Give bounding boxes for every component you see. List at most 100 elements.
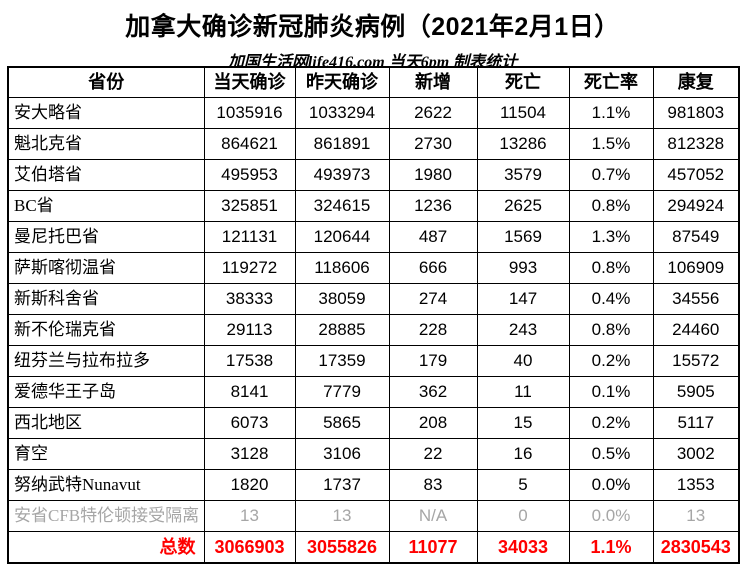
cell-province: 西北地区 (7, 407, 205, 439)
cell-value: 493973 (294, 159, 390, 191)
table-row: 安省CFB特伦顿接受隔离 13 13 N/A 0 0.0% 13 (7, 500, 740, 532)
table-row: 曼尼托巴省 121131 120644 487 1569 1.3% 87549 (7, 221, 740, 253)
table-row: 萨斯喀彻温省 119272 118606 666 993 0.8% 106909 (7, 252, 740, 284)
table-row: BC省 325851 324615 1236 2625 0.8% 294924 (7, 190, 740, 222)
cell-value: 5 (476, 469, 570, 501)
cell-value: 5905 (652, 376, 740, 408)
cell-value: 11077 (388, 531, 478, 564)
cell-value: 0.4% (568, 283, 654, 315)
cell-province: 新不伦瑞克省 (7, 314, 205, 346)
cell-value: 0.8% (568, 252, 654, 284)
cell-value: 3002 (652, 438, 740, 470)
cell-value: 0 (476, 500, 570, 532)
cell-value: 3066903 (203, 531, 296, 564)
cell-value: 3055826 (294, 531, 390, 564)
cell-province: 魁北克省 (7, 128, 205, 160)
cell-province: 安大略省 (7, 97, 205, 129)
cell-value: 1.1% (568, 97, 654, 129)
header-cell-6: 康复 (652, 66, 740, 98)
cell-value: 487 (388, 221, 478, 253)
cell-value: 0.2% (568, 407, 654, 439)
cell-value: 1.1% (568, 531, 654, 564)
cell-value: 294924 (652, 190, 740, 222)
cell-value: 0.0% (568, 500, 654, 532)
cell-value: 179 (388, 345, 478, 377)
header-cell-3: 新增 (388, 66, 478, 98)
cell-value: 0.0% (568, 469, 654, 501)
cell-province: 曼尼托巴省 (7, 221, 205, 253)
header-cell-1: 当天确诊 (203, 66, 296, 98)
cell-value: 243 (476, 314, 570, 346)
table-row-total: 总数 3066903 3055826 11077 34033 1.1% 2830543 (7, 531, 740, 564)
cell-value: 6073 (203, 407, 296, 439)
cell-value: 38059 (294, 283, 390, 315)
table-body: 安大略省 1035916 1033294 2622 11504 1.1% 981803 魁北克… (7, 97, 740, 564)
table-row: 爱德华王子岛 8141 7779 362 11 0.1% 5905 (7, 376, 740, 408)
page-title: 加拿大确诊新冠肺炎病例（2021年2月1日） (125, 13, 620, 41)
cell-value: 13 (652, 500, 740, 532)
table-row: 新不伦瑞克省 29113 28885 228 243 0.8% 24460 (7, 314, 740, 346)
cell-value: 274 (388, 283, 478, 315)
cell-value: 1353 (652, 469, 740, 501)
cell-province: 新斯科舍省 (7, 283, 205, 315)
cell-value: 119272 (203, 252, 296, 284)
cell-value: 13 (203, 500, 296, 532)
cell-value: 228 (388, 314, 478, 346)
cell-value: 147 (476, 283, 570, 315)
cell-value: 15572 (652, 345, 740, 377)
cell-value: 981803 (652, 97, 740, 129)
cell-province: BC省 (7, 190, 205, 222)
header-cell-5: 死亡率 (568, 66, 654, 98)
cell-value: 0.5% (568, 438, 654, 470)
cell-value: 3579 (476, 159, 570, 191)
cell-province: 爱德华王子岛 (7, 376, 205, 408)
cell-value: 2622 (388, 97, 478, 129)
cell-value: 2730 (388, 128, 478, 160)
cell-value: 5117 (652, 407, 740, 439)
cell-value: 1980 (388, 159, 478, 191)
cell-value: 38333 (203, 283, 296, 315)
header-cell-0: 省份 (7, 66, 205, 98)
cell-value: 1236 (388, 190, 478, 222)
cell-value: 1569 (476, 221, 570, 253)
table-row: 安大略省 1035916 1033294 2622 11504 1.1% 981803 (7, 97, 740, 129)
cell-value: N/A (388, 500, 478, 532)
cell-value: 16 (476, 438, 570, 470)
cell-value: 1.3% (568, 221, 654, 253)
cell-value: 34033 (476, 531, 570, 564)
cell-value: 28885 (294, 314, 390, 346)
cell-value: 324615 (294, 190, 390, 222)
table-header-row: 省份 当天确诊 昨天确诊 新增 死亡 死亡率 康复 (7, 66, 740, 98)
header-cell-4: 死亡 (476, 66, 570, 98)
cell-province: 萨斯喀彻温省 (7, 252, 205, 284)
cell-value: 17538 (203, 345, 296, 377)
cell-value: 457052 (652, 159, 740, 191)
cell-value: 993 (476, 252, 570, 284)
table-row: 艾伯塔省 495953 493973 1980 3579 0.7% 457052 (7, 159, 740, 191)
cell-value: 3106 (294, 438, 390, 470)
cell-value: 13286 (476, 128, 570, 160)
cell-value: 1.5% (568, 128, 654, 160)
cell-value: 8141 (203, 376, 296, 408)
cell-province: 纽芬兰与拉布拉多 (7, 345, 205, 377)
cell-province: 总数 (7, 531, 205, 564)
cell-value: 1820 (203, 469, 296, 501)
cell-value: 0.8% (568, 190, 654, 222)
cell-value: 7779 (294, 376, 390, 408)
cell-value: 2830543 (652, 531, 740, 564)
cell-province: 安省CFB特伦顿接受隔离 (7, 500, 205, 532)
cell-value: 11 (476, 376, 570, 408)
table-row: 育空 3128 3106 22 16 0.5% 3002 (7, 438, 740, 470)
cell-value: 24460 (652, 314, 740, 346)
cell-value: 495953 (203, 159, 296, 191)
table-row: 纽芬兰与拉布拉多 17538 17359 179 40 0.2% 15572 (7, 345, 740, 377)
cell-value: 0.7% (568, 159, 654, 191)
cell-value: 83 (388, 469, 478, 501)
table-row: 魁北克省 864621 861891 2730 13286 1.5% 812328 (7, 128, 740, 160)
cell-province: 努纳武特Nunavut (7, 469, 205, 501)
cell-value: 1035916 (203, 97, 296, 129)
cell-value: 22 (388, 438, 478, 470)
cell-value: 325851 (203, 190, 296, 222)
cell-value: 666 (388, 252, 478, 284)
